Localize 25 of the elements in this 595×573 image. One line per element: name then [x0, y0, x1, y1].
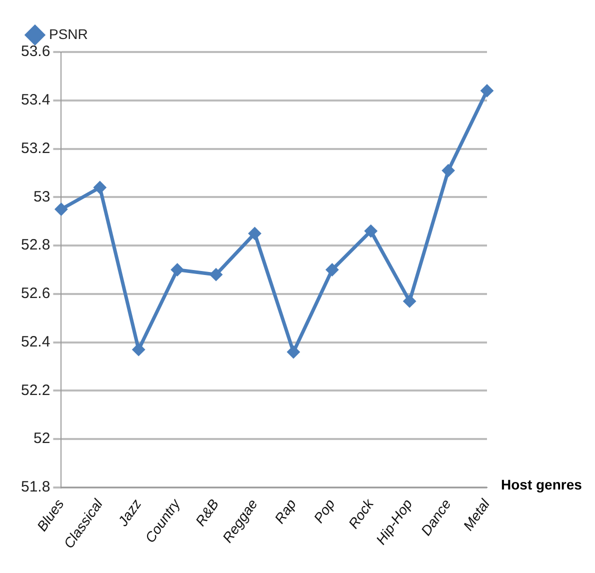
- point: [170, 263, 184, 276]
- point: [364, 224, 378, 238]
- point: [248, 226, 262, 240]
- legend-label: PSNR: [49, 26, 88, 42]
- point: [286, 346, 300, 358]
- y-tick-label: 53.2: [20, 140, 50, 157]
- point: [210, 268, 223, 282]
- y-tick-label: 52.4: [20, 333, 50, 350]
- point: [480, 84, 494, 98]
- point: [93, 180, 106, 194]
- y-tick-label: 53.4: [20, 92, 50, 109]
- x-tick-label: Pop: [310, 496, 338, 526]
- x-axis-title: Host genres: [501, 476, 582, 492]
- y-tick-label: 52.8: [20, 236, 50, 254]
- y-tick-label: 53: [34, 188, 50, 206]
- y-tick-label: 53.6: [20, 43, 50, 60]
- y-tick-label: 52: [34, 430, 50, 448]
- y-tick-label: 52.2: [20, 382, 50, 399]
- y-tick-label: 52.6: [20, 285, 50, 302]
- point: [403, 294, 416, 308]
- y-tick-label: 51.8: [20, 478, 50, 496]
- point: [54, 202, 68, 216]
- point: [326, 263, 339, 276]
- point: [132, 343, 146, 356]
- point: [442, 164, 455, 178]
